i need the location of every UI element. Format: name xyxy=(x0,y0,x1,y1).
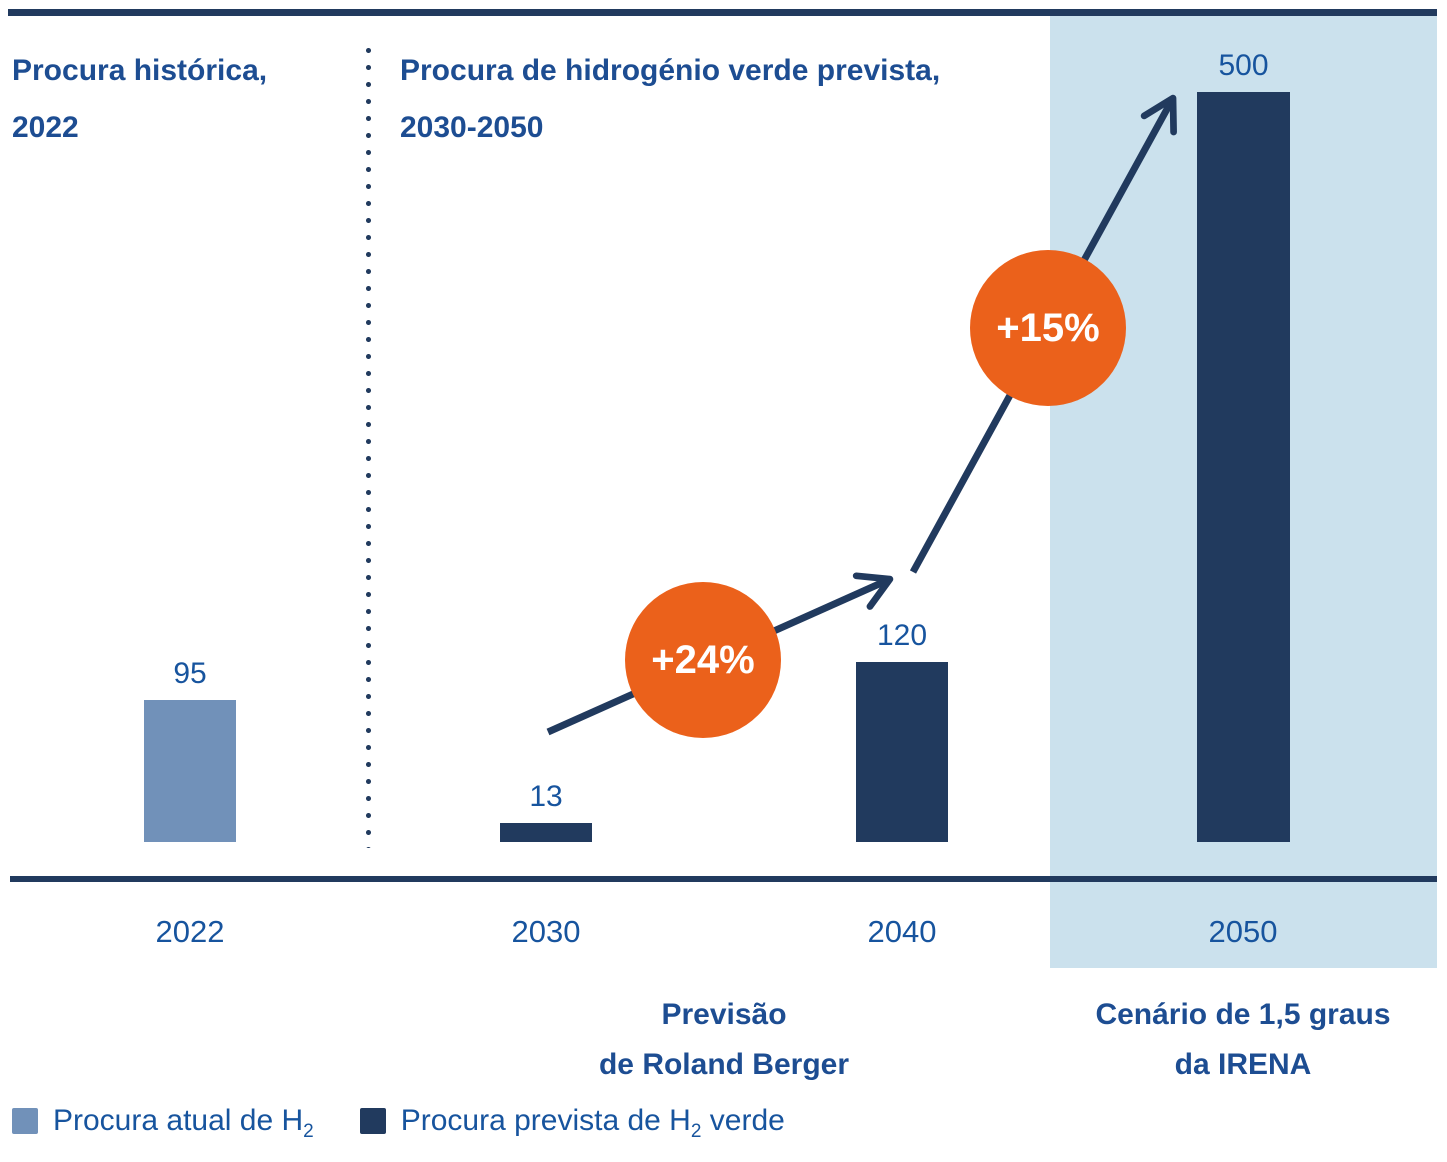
bar-2040 xyxy=(856,662,948,842)
h2-subscript: 2 xyxy=(690,1121,702,1142)
legend-swatch-current-h2 xyxy=(12,1108,38,1134)
bar-value-label-2050: 500 xyxy=(1218,49,1269,82)
irena-label-line2: da IRENA xyxy=(1174,1048,1312,1081)
forecast-header-line1: Procura de hidrogénio verde prevista, xyxy=(400,54,941,87)
roland-berger-label-line2: de Roland Berger xyxy=(598,1048,850,1081)
bar-2050 xyxy=(1197,92,1290,842)
historical-demand-header: Procura histórica, 2022 xyxy=(12,42,352,156)
bar-value-label-2022: 95 xyxy=(173,656,207,690)
bar-2022 xyxy=(144,699,236,842)
bar-value-label-2030: 13 xyxy=(529,779,563,813)
growth-badge-24: +24% xyxy=(625,582,781,738)
legend-label-current-h2: Procura atual de H2 xyxy=(53,1104,314,1142)
x-axis-label-2040: 2040 xyxy=(867,914,937,949)
irena-scenario-label: Cenário de 1,5 graus da IRENA xyxy=(993,990,1447,1090)
top-border-line xyxy=(8,9,1437,16)
x-axis-label-2050: 2050 xyxy=(1208,914,1278,949)
legend: Procura atual de H2 Procura prevista de … xyxy=(12,1104,785,1142)
bar-2030 xyxy=(500,822,592,842)
x-axis-label-2022: 2022 xyxy=(155,914,225,949)
legend-item-current-h2: Procura atual de H2 xyxy=(12,1104,314,1142)
forecast-demand-header: Procura de hidrogénio verde prevista, 20… xyxy=(400,42,1020,156)
growth-badge-24-label: +24% xyxy=(651,637,755,682)
historical-header-line2: 2022 xyxy=(12,111,79,144)
h2-subscript: 2 xyxy=(303,1121,314,1142)
growth-badge-15: +15% xyxy=(970,250,1126,406)
roland-berger-forecast-label: Previsão de Roland Berger xyxy=(474,990,974,1090)
legend-item-green-h2: Procura prevista de H2 verde xyxy=(359,1104,785,1142)
legend-swatch-green-h2 xyxy=(359,1108,386,1134)
forecast-header-line2: 2030-2050 xyxy=(400,111,544,144)
growth-badge-15-label: +15% xyxy=(996,305,1100,350)
historical-header-line1: Procura histórica, xyxy=(12,54,268,87)
legend-label-green-h2: Procura prevista de H2 verde xyxy=(400,1104,785,1142)
irena-label-line1: Cenário de 1,5 graus xyxy=(1095,998,1391,1031)
x-axis-label-2030: 2030 xyxy=(511,914,581,949)
x-axis-line xyxy=(10,876,1437,882)
historical-forecast-divider xyxy=(366,48,371,848)
bar-value-label-2040: 120 xyxy=(876,619,928,652)
roland-berger-label-line1: Previsão xyxy=(661,998,787,1031)
